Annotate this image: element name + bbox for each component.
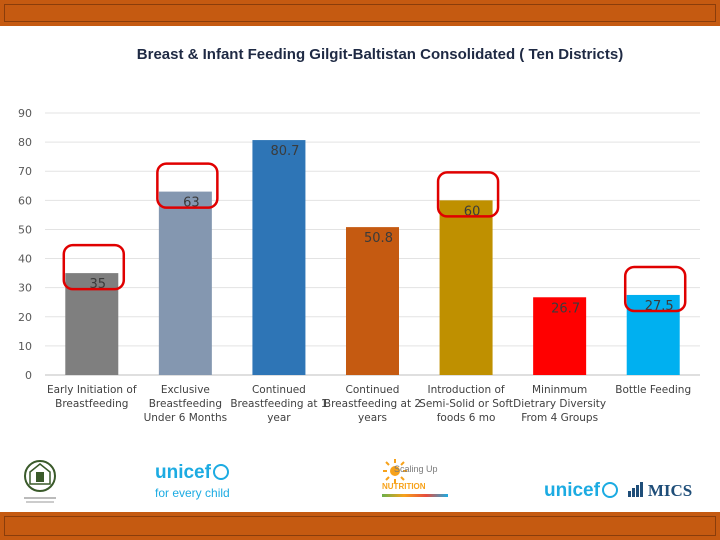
category-label: Continued Breastfeeding at 1 year [230, 384, 327, 424]
unicef-globe-icon-2 [601, 482, 618, 498]
category-label: Continued Breastfeeding at 2 years [324, 384, 421, 424]
x-axis-labels: Early Initiation of BreastfeedingExclusiv… [47, 384, 691, 424]
top-band [0, 0, 720, 26]
category-label: Mininmum Dietrary Diversity From 4 Groups [513, 384, 606, 424]
category-line: Introduction of [428, 384, 505, 396]
category-line: Mininmum [532, 384, 587, 396]
bar [158, 191, 212, 375]
category-line: Continued [346, 384, 400, 396]
category-label: Early Initiation of Breastfeeding [47, 384, 137, 410]
sun-line1: Scaling Up [394, 464, 438, 474]
unicef-wordmark: unicef [155, 462, 211, 483]
y-tick-label: 50 [18, 223, 32, 236]
category-line: foods 6 mo [437, 412, 496, 424]
highlight-boxes [62, 162, 687, 313]
unicef-tagline: for every child [155, 486, 230, 500]
bar [252, 140, 306, 375]
category-line: Breastfeeding [55, 398, 128, 410]
unicef-wordmark-2: unicef [544, 480, 600, 501]
category-line: Breastfeeding at 1 [230, 398, 327, 410]
bar [533, 297, 587, 375]
category-line: From 4 Groups [521, 412, 598, 424]
category-line: Under 6 Months [144, 412, 228, 424]
data-label: 26.7 [551, 301, 580, 316]
category-line: Exclusive [161, 384, 210, 396]
category-line: Dietrary Diversity [513, 398, 606, 410]
category-line: Bottle Feeding [615, 384, 691, 396]
logo-strip: unicef for every child Scaling Up NUTRIT… [0, 452, 720, 510]
data-label: 50.8 [364, 231, 393, 246]
y-tick-label: 70 [18, 165, 32, 178]
highlight-box [436, 171, 500, 218]
y-tick-label: 30 [18, 282, 32, 295]
unicef-mics-logo: unicef MICS [544, 480, 714, 502]
y-tick-label: 80 [18, 136, 32, 149]
category-line: Breastfeeding at 2 [324, 398, 421, 410]
category-line: Breastfeeding [149, 398, 222, 410]
highlight-box [623, 265, 687, 313]
highlight-box [62, 243, 126, 291]
sun-logo: Scaling Up NUTRITION [382, 458, 452, 506]
chart-title: Breast & Infant Feeding Gilgit-Baltistan… [136, 46, 624, 63]
bar [346, 227, 399, 375]
y-tick-label: 40 [18, 253, 32, 266]
mics-bars-icon [628, 482, 644, 502]
category-line: Early Initiation of [47, 384, 137, 396]
category-label: Introduction of Semi-Solid or Soft foods 6… [419, 384, 513, 424]
y-tick-label: 0 [25, 369, 32, 382]
y-tick-label: 20 [18, 311, 32, 324]
bar [626, 294, 680, 375]
category-line: Semi-Solid or Soft [419, 398, 513, 410]
highlight-box [156, 162, 219, 209]
category-line: Continued [252, 384, 306, 396]
bar [439, 200, 493, 375]
y-axis-ticks: 0 10 20 30 40 50 60 70 80 90 [18, 107, 32, 382]
bottom-band [0, 512, 720, 540]
mics-wordmark: MICS [647, 481, 693, 500]
sun-color-strip [382, 494, 448, 497]
category-line: years [358, 412, 387, 424]
government-emblem-logo [24, 460, 56, 503]
sun-icon [383, 459, 407, 483]
y-tick-label: 10 [18, 340, 32, 353]
unicef-globe-icon [212, 464, 229, 480]
category-label: Exclusive Breastfeeding Under 6 Months [144, 384, 228, 424]
data-label: 80.7 [270, 144, 299, 159]
category-line: year [267, 412, 291, 424]
category-label: Bottle Feeding [615, 384, 691, 396]
y-tick-label: 60 [18, 194, 32, 207]
unicef-logo: unicef for every child [155, 462, 255, 500]
sun-line2: NUTRITION [382, 482, 426, 491]
y-tick-label: 90 [18, 107, 32, 120]
